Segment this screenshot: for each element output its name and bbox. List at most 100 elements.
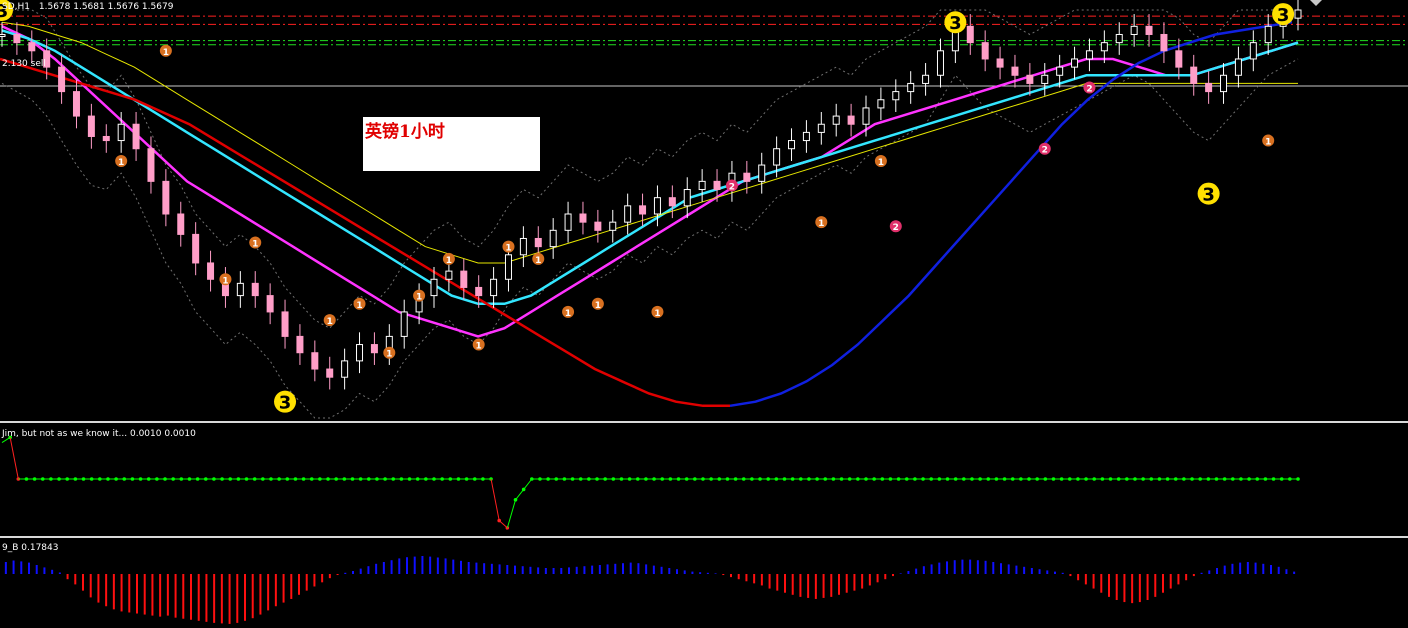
signal-marker-label: 1 xyxy=(118,158,124,168)
corner-arrow-icon[interactable] xyxy=(1310,0,1322,7)
ohlc-values: 1.5678 1.5681 1.5676 1.5679 xyxy=(38,2,174,12)
annotation-text: 英镑1小时 xyxy=(365,122,445,142)
signal-marker-label: 1 xyxy=(1265,138,1271,148)
signal-marker xyxy=(274,390,297,413)
candle-body xyxy=(281,311,289,337)
oscillator-point xyxy=(1288,477,1292,481)
oscillator-point xyxy=(89,477,94,481)
candle-body xyxy=(490,278,498,297)
oscillator-point xyxy=(1027,477,1031,481)
candle-body xyxy=(936,50,944,76)
signal-marker xyxy=(889,220,902,233)
candle-body xyxy=(28,42,36,52)
oscillator-point xyxy=(122,477,127,481)
candle-body xyxy=(609,221,617,231)
pane-divider-1[interactable] xyxy=(0,421,1408,423)
candle-body xyxy=(996,58,1004,68)
candle-body xyxy=(549,229,557,248)
signal-marker-label: 1 xyxy=(252,240,258,250)
candle-body xyxy=(13,33,21,44)
candle-body xyxy=(370,344,378,354)
signal-marker xyxy=(502,240,515,253)
signal-marker xyxy=(115,154,128,167)
candle-body xyxy=(1205,82,1213,93)
candle-body xyxy=(460,270,468,288)
signal-marker-label: 3 xyxy=(1202,185,1215,206)
signal-marker-label: 2 xyxy=(893,223,899,233)
signal-marker-label: 2 xyxy=(1042,146,1048,156)
signal-marker xyxy=(1197,182,1220,205)
signal-marker-label: 1 xyxy=(386,350,392,360)
candle-body xyxy=(564,213,572,231)
candle-body xyxy=(177,213,185,235)
signal-marker-label: 1 xyxy=(222,276,228,286)
oscillator-segment xyxy=(490,478,500,521)
signal-marker xyxy=(1272,3,1295,26)
pane-divider-2[interactable] xyxy=(0,536,1408,538)
candle-body xyxy=(862,107,870,125)
oscillator-label: Jim, but not as we know it... 0.0010 0.0… xyxy=(2,429,196,439)
candle-body xyxy=(817,123,825,133)
candle-body xyxy=(653,197,661,215)
candle-body xyxy=(236,282,244,297)
candle-body xyxy=(788,140,796,150)
signal-marker xyxy=(874,154,887,167)
candle-body xyxy=(1056,66,1064,76)
signal-marker-label: 1 xyxy=(446,256,452,266)
candle-body xyxy=(907,82,915,93)
candle-body xyxy=(356,344,364,362)
candle-body xyxy=(504,254,512,280)
oscillator-point xyxy=(1092,477,1097,481)
signal-marker-label: 1 xyxy=(163,48,169,58)
signal-marker xyxy=(413,289,426,302)
candle-body xyxy=(475,286,483,297)
signal-marker xyxy=(591,297,604,310)
signal-marker-label: 1 xyxy=(416,293,422,303)
candle-body xyxy=(698,180,706,191)
moving-average-line xyxy=(1,21,1298,264)
signal-marker-label: 1 xyxy=(818,219,824,229)
symbol-timeframe: SD,H1 xyxy=(2,2,30,12)
oscillator-pane xyxy=(1,435,1300,530)
oscillator-point xyxy=(1182,477,1186,481)
oscillator-segment xyxy=(515,489,525,501)
signal-marker-label: 1 xyxy=(565,309,571,319)
signal-marker xyxy=(1083,81,1096,94)
oscillator-point xyxy=(81,477,86,481)
candle-body xyxy=(1011,66,1019,76)
signal-marker xyxy=(815,216,828,229)
candle-body xyxy=(534,237,542,248)
candle-body xyxy=(743,172,751,182)
signal-marker-label: 3 xyxy=(279,393,292,414)
candle-body xyxy=(1175,50,1183,68)
candle-body xyxy=(758,164,766,182)
candle-body xyxy=(579,213,587,223)
candle-body xyxy=(87,115,95,137)
candle-body xyxy=(72,91,80,117)
oscillator-segment xyxy=(506,499,516,529)
sell-label: 2.130 sell xyxy=(2,59,46,69)
signal-marker xyxy=(323,314,336,327)
signal-marker xyxy=(383,346,396,359)
signal-marker-label: 1 xyxy=(878,158,884,168)
oscillator-point xyxy=(1035,477,1039,481)
histogram-pane xyxy=(4,556,1296,624)
signal-marker-label: 1 xyxy=(476,342,482,352)
candle-body xyxy=(445,270,453,280)
moving-average-line xyxy=(0,57,730,408)
candle-body xyxy=(207,262,215,280)
signal-marker xyxy=(1038,142,1051,155)
oscillator-point xyxy=(1279,477,1284,481)
candle-body xyxy=(1220,74,1228,93)
signal-marker xyxy=(944,11,967,34)
oscillator-point xyxy=(1133,477,1137,481)
signal-marker xyxy=(725,179,738,192)
annotation-box: 英镑1小时 xyxy=(363,117,540,171)
candle-body xyxy=(1145,25,1153,35)
candle-body xyxy=(1115,33,1123,44)
signal-marker-label: 1 xyxy=(535,256,541,266)
candle-body xyxy=(1249,42,1257,60)
signal-marker xyxy=(249,236,262,249)
oscillator-point xyxy=(1125,477,1129,481)
candle-body xyxy=(1130,25,1138,35)
